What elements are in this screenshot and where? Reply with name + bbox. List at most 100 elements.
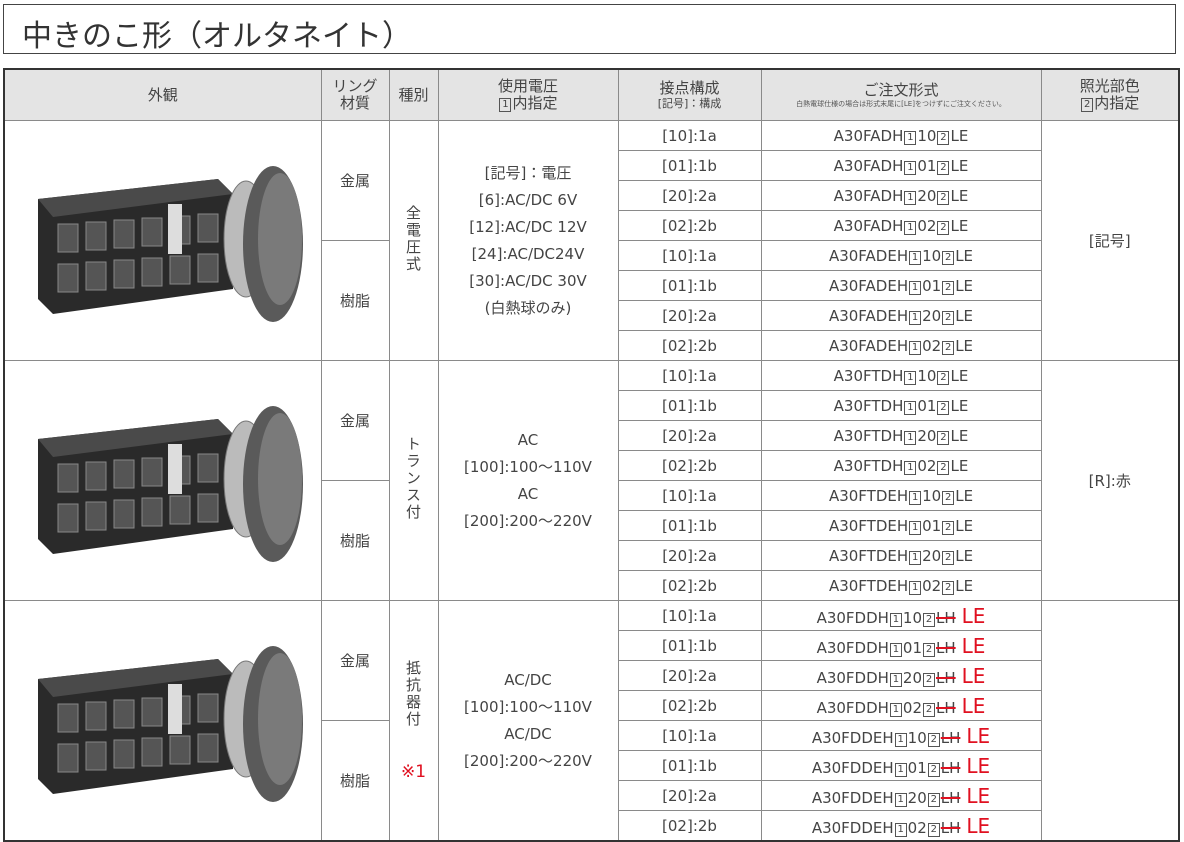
table-row: [01]:1b A30FTDH 1 01 2 LE [4, 390, 1179, 421]
illustration-part [85, 221, 107, 250]
code-correction: LE [961, 603, 986, 628]
column-header: 外観 [3, 68, 322, 121]
code-prefix: A30FADH [833, 126, 904, 145]
voltage-line: [30]:AC/DC 30V [469, 271, 587, 290]
table-body: 金属 全電圧式 [記号]：電圧 [6]:AC/DC 6V [12]:AC/DC 12V[… [3, 120, 1180, 842]
code-suffix: LH [936, 698, 956, 717]
voltage-line: AC/DC [504, 724, 552, 743]
product-image [37, 405, 303, 562]
code-digits: 10 [922, 486, 942, 505]
contact-cell: [10]:1a [617, 120, 762, 151]
code-digits: 02 [917, 216, 937, 235]
code-box: 2 [923, 702, 936, 717]
illustration-part [57, 703, 79, 732]
table-row: [01]:1b A30FDDH 1 01 2 LH LE [4, 630, 1179, 661]
code-prefix: A30FDDEH [811, 758, 894, 777]
table-row: [02]:2b A30FDDEH 1 02 2 LH LE [4, 810, 1179, 842]
code-box: 2 [937, 220, 950, 235]
illustration-part [167, 443, 182, 494]
column-header: ご注文形式 白熱電球仕様の場合は形式末尾に[LE]をつけずにご注文ください。 [760, 68, 1042, 121]
code-digits: 02 [917, 456, 937, 475]
code-suffix: LH [936, 638, 956, 657]
illustration-part [57, 743, 79, 772]
code-box: 1 [889, 702, 902, 717]
illustration-part [141, 217, 163, 246]
header-text: 接点構成 [659, 79, 720, 97]
illustration-part [85, 741, 107, 770]
code-prefix: A30FTDEH [828, 576, 909, 595]
order-code-cell: A30FADEH 1 01 2 LE [760, 270, 1042, 301]
code-box: 2 [923, 612, 936, 627]
code-suffix: LE [955, 336, 974, 355]
code-suffix: LE [950, 156, 969, 175]
code-digits: 02 [922, 336, 942, 355]
image-cell [3, 120, 322, 361]
illustration-part [141, 497, 163, 526]
illustration-part [197, 493, 219, 522]
order-code-cell: A30FDDH 1 01 2 LH LE [760, 630, 1042, 661]
code-digits: 20 [917, 426, 937, 445]
column-header: 使用電圧 1 内指定 [437, 68, 619, 121]
code-digits: 20 [907, 788, 927, 807]
illustration-part [37, 418, 233, 457]
code-digits: 01 [917, 396, 937, 415]
code-correction: LE [961, 693, 986, 718]
code-box: 2 [937, 370, 950, 385]
code-box: 1 [889, 672, 902, 687]
code-digits: 20 [922, 306, 942, 325]
code-suffix: LE [950, 456, 969, 475]
contact-cell: [20]:2a [617, 780, 762, 811]
illustration-part [257, 172, 302, 305]
code-digits: 02 [902, 698, 923, 717]
code-correction: LE [966, 813, 991, 838]
illustration-part [37, 178, 233, 217]
code-prefix: A30FDDEH [811, 788, 894, 807]
code-box: 1 [904, 130, 917, 145]
contact-cell: [10]:1a [617, 360, 762, 391]
voltage-line: [24]:AC/DC24V [471, 244, 585, 263]
header-note: 白熱電球仕様の場合は形式末尾に[LE]をつけずにご注文ください。 [796, 99, 1006, 108]
contact-cell: [10]:1a [617, 480, 762, 511]
material-cell: 樹脂 [320, 240, 390, 361]
image-cell [3, 360, 322, 601]
code-prefix: A30FADH [833, 186, 904, 205]
code-suffix: LH [940, 788, 961, 807]
code-box: 2 [927, 792, 940, 807]
code-prefix: A30FTDEH [828, 546, 909, 565]
order-code-cell: A30FDDH 1 02 2 LH LE [760, 690, 1042, 721]
code-prefix: A30FTDH [833, 396, 904, 415]
contact-cell: [02]:2b [617, 330, 762, 361]
order-code-cell: A30FADH 1 20 2 LE [760, 180, 1042, 211]
table-row: [20]:2a A30FADEH 1 20 2 LE [4, 300, 1179, 331]
code-box: 1 [894, 792, 907, 807]
table-row: [20]:2a A30FTDH 1 20 2 LE [4, 420, 1179, 451]
code-suffix: LE [955, 546, 974, 565]
code-box: 2 [937, 130, 950, 145]
illustration-part [169, 255, 191, 284]
table-row: [20]:2a A30FADH 1 20 2 LE [4, 180, 1179, 211]
illustration-part [141, 737, 163, 766]
code-box: 1 [904, 430, 917, 445]
code-prefix: A30FDDH [816, 638, 889, 657]
voltage-line: [200]:200～220V [464, 751, 592, 770]
voltage-line: AC [517, 430, 539, 449]
code-suffix: LE [950, 216, 969, 235]
order-code-cell: A30FADH 1 01 2 LE [760, 150, 1042, 181]
code-prefix: A30FADEH [828, 276, 909, 295]
header-text: 外観 [147, 85, 178, 104]
code-box: 2 [942, 340, 955, 355]
type-cell: 全電圧式 [388, 120, 439, 361]
table-row: 樹脂 [10]:1a A30FTDEH 1 10 2 LE [4, 480, 1179, 601]
material-cell: 樹脂 [320, 720, 390, 842]
order-code-cell: A30FTDEH 1 02 2 LE [760, 570, 1042, 601]
code-prefix: A30FADEH [828, 336, 909, 355]
voltage-line: [200]:200～220V [464, 511, 592, 530]
code-box: 2 [937, 160, 950, 175]
type-cell: トランス付 [388, 360, 439, 601]
code-prefix: A30FDDH [816, 698, 889, 717]
type-text: 抵抗器付 [404, 659, 422, 728]
code-suffix: LE [955, 516, 974, 535]
illustration-part [85, 701, 107, 730]
code-digits: 10 [917, 126, 937, 145]
voltage-line: [100]:100～110V [464, 697, 592, 716]
